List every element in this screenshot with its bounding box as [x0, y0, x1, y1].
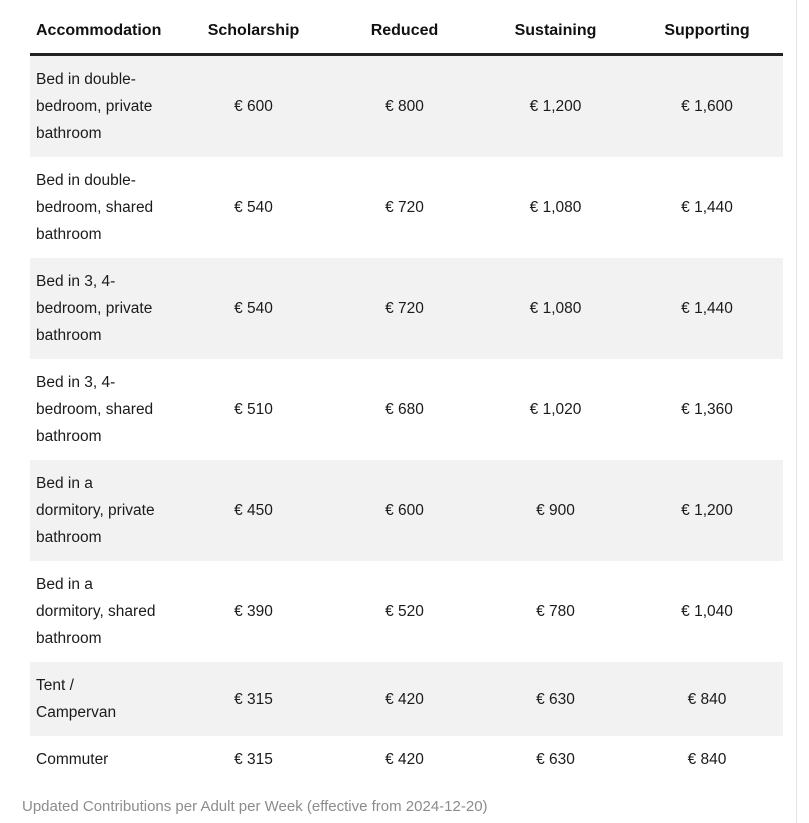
- price-cell: € 630: [536, 690, 575, 708]
- table-body: Bed in double- bedroom, private bathroom…: [30, 54, 783, 784]
- column-header-sustaining: Sustaining: [514, 22, 597, 39]
- price-cell: € 315: [234, 751, 273, 768]
- column-header-supporting: Supporting: [664, 22, 750, 39]
- pricing-table: Accommodation Scholarship Reduced Sustai…: [30, 8, 783, 783]
- price-cell: € 1,080: [529, 199, 582, 216]
- price-cell: € 540: [234, 199, 273, 216]
- accommodation-cell: Bed in a dormitory, private bathroom: [36, 475, 155, 546]
- price-cell: € 780: [536, 603, 575, 620]
- column-header-reduced: Reduced: [370, 22, 439, 39]
- price-cell: € 520: [385, 603, 424, 620]
- price-cell: € 1,440: [681, 300, 733, 317]
- accommodation-cell: Bed in double- bedroom, shared bathroom: [36, 172, 154, 243]
- price-cell: € 420: [385, 690, 424, 708]
- table-row: Bed in 3, 4- bedroom, private bathroom €…: [30, 258, 783, 359]
- price-cell: € 390: [234, 603, 273, 620]
- price-cell: € 900: [536, 502, 575, 519]
- table-row: Commuter € 315 € 420 € 630 € 840: [30, 736, 783, 783]
- header-row: Accommodation Scholarship Reduced Sustai…: [30, 8, 783, 55]
- price-cell: € 800: [385, 98, 424, 115]
- accommodation-cell: Tent / Campervan: [36, 677, 117, 721]
- price-cell: € 630: [536, 751, 575, 768]
- accommodation-cell: Commuter: [36, 751, 109, 768]
- price-cell: € 1,600: [681, 98, 733, 115]
- price-cell: € 1,080: [529, 300, 582, 317]
- price-cell: € 315: [234, 690, 273, 708]
- table-header: Accommodation Scholarship Reduced Sustai…: [30, 8, 783, 55]
- price-cell: € 1,200: [529, 98, 582, 115]
- price-cell: € 1,440: [681, 199, 733, 216]
- table-row: Bed in double- bedroom, private bathroom…: [30, 54, 783, 157]
- price-cell: € 420: [385, 751, 424, 768]
- price-cell: € 840: [687, 751, 727, 768]
- price-cell: € 720: [385, 199, 424, 216]
- price-cell: € 1,020: [529, 401, 582, 418]
- price-cell: € 600: [385, 502, 424, 519]
- table-row: Tent / Campervan € 315 € 420 € 630 € 840: [30, 662, 783, 736]
- price-cell: € 720: [385, 300, 424, 317]
- price-cell: € 540: [234, 300, 273, 317]
- column-header-scholarship: Scholarship: [207, 22, 300, 39]
- accommodation-cell: Bed in 3, 4- bedroom, shared bathroom: [36, 374, 154, 445]
- accommodation-cell: Bed in a dormitory, shared bathroom: [36, 576, 156, 647]
- accommodation-cell: Bed in 3, 4- bedroom, private bathroom: [36, 273, 153, 344]
- price-cell: € 680: [385, 401, 424, 418]
- page-right-divider: [796, 0, 797, 823]
- column-header-accommodation: Accommodation: [36, 22, 162, 39]
- accommodation-cell: Bed in double- bedroom, private bathroom: [36, 71, 153, 142]
- price-cell: € 450: [234, 502, 273, 519]
- price-cell: € 600: [234, 98, 273, 115]
- price-cell: € 1,040: [681, 603, 733, 620]
- price-cell: € 1,360: [681, 401, 733, 418]
- table-caption: Updated Contributions per Adult per Week…: [22, 798, 488, 815]
- table-row: Bed in a dormitory, private bathroom € 4…: [30, 460, 783, 561]
- price-cell: € 1,200: [681, 502, 733, 519]
- price-cell: € 840: [687, 690, 727, 708]
- table-row: Bed in a dormitory, shared bathroom € 39…: [30, 561, 783, 662]
- price-cell: € 510: [234, 401, 273, 418]
- table-row: Bed in double- bedroom, shared bathroom …: [30, 157, 783, 258]
- table-row: Bed in 3, 4- bedroom, shared bathroom € …: [30, 359, 783, 460]
